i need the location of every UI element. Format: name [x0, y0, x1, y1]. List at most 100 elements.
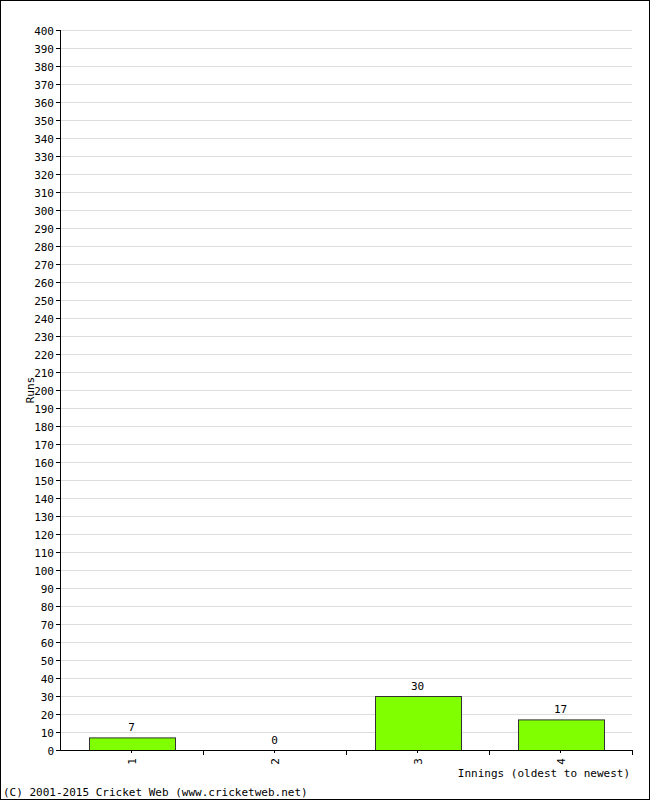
y-tick-label: 220 — [34, 349, 54, 362]
y-tick-label: 10 — [41, 727, 54, 740]
y-tick-label: 360 — [34, 97, 54, 110]
y-tick — [56, 534, 60, 535]
y-tick — [56, 750, 60, 751]
x-tick — [131, 750, 132, 753]
y-tick-label: 50 — [41, 655, 54, 668]
y-tick-label: 100 — [34, 565, 54, 578]
x-tick-label: 2 — [269, 758, 282, 765]
y-tick-label: 310 — [34, 187, 54, 200]
y-tick — [56, 282, 60, 283]
y-tick-label: 120 — [34, 529, 54, 542]
y-tick-label: 190 — [34, 403, 54, 416]
grid-line — [60, 444, 632, 445]
grid-line — [60, 66, 632, 67]
y-tick-label: 320 — [34, 169, 54, 182]
grid-line — [60, 48, 632, 49]
grid-line — [60, 156, 632, 157]
y-tick — [56, 408, 60, 409]
y-tick-label: 340 — [34, 133, 54, 146]
y-tick — [56, 120, 60, 121]
grid-line — [60, 102, 632, 103]
y-tick — [56, 462, 60, 463]
y-tick — [56, 138, 60, 139]
y-tick — [56, 588, 60, 589]
grid-line — [60, 84, 632, 85]
y-tick — [56, 390, 60, 391]
grid-line — [60, 660, 632, 661]
y-tick — [56, 30, 60, 31]
y-tick-label: 0 — [47, 745, 54, 758]
y-tick — [56, 570, 60, 571]
y-tick — [56, 678, 60, 679]
grid-line — [60, 678, 632, 679]
x-tick — [417, 750, 418, 753]
grid-line — [60, 624, 632, 625]
grid-line — [60, 642, 632, 643]
grid-line — [60, 516, 632, 517]
y-tick — [56, 354, 60, 355]
grid-line — [60, 372, 632, 373]
y-tick-label: 230 — [34, 331, 54, 344]
y-tick-label: 20 — [41, 709, 54, 722]
grid-line — [60, 246, 632, 247]
grid-line — [60, 138, 632, 139]
y-tick — [56, 372, 60, 373]
data-label: 0 — [271, 734, 278, 747]
y-tick-label: 290 — [34, 223, 54, 236]
y-tick — [56, 336, 60, 337]
grid-line — [60, 498, 632, 499]
grid-line — [60, 336, 632, 337]
grid-line — [60, 318, 632, 319]
y-tick — [56, 696, 60, 697]
grid-line — [60, 552, 632, 553]
y-tick-label: 260 — [34, 277, 54, 290]
y-tick-label: 30 — [41, 691, 54, 704]
y-tick — [56, 210, 60, 211]
y-tick — [56, 264, 60, 265]
y-tick — [56, 102, 60, 103]
grid-line — [60, 120, 632, 121]
y-tick-label: 250 — [34, 295, 54, 308]
grid-line — [60, 210, 632, 211]
grid-line — [60, 408, 632, 409]
grid-line — [60, 534, 632, 535]
grid-line — [60, 300, 632, 301]
y-tick-label: 160 — [34, 457, 54, 470]
y-tick — [56, 498, 60, 499]
grid-line — [60, 390, 632, 391]
y-axis — [60, 30, 61, 750]
y-tick — [56, 228, 60, 229]
x-tick-label: 3 — [412, 758, 425, 765]
y-tick-label: 150 — [34, 475, 54, 488]
grid-line — [60, 174, 632, 175]
y-tick-label: 60 — [41, 637, 54, 650]
y-tick-label: 40 — [41, 673, 54, 686]
y-tick-label: 330 — [34, 151, 54, 164]
y-tick — [56, 642, 60, 643]
grid-line — [60, 696, 632, 697]
y-tick — [56, 84, 60, 85]
grid-line — [60, 426, 632, 427]
frame — [1, 1, 650, 800]
y-tick — [56, 318, 60, 319]
data-label: 30 — [411, 680, 424, 693]
y-tick — [56, 426, 60, 427]
y-tick — [56, 732, 60, 733]
y-tick-label: 280 — [34, 241, 54, 254]
x-separator — [632, 750, 633, 755]
y-tick-label: 80 — [41, 601, 54, 614]
y-tick — [56, 48, 60, 49]
y-tick-label: 90 — [41, 583, 54, 596]
y-tick — [56, 246, 60, 247]
y-tick-label: 110 — [34, 547, 54, 560]
y-tick-label: 400 — [34, 25, 54, 38]
grid-line — [60, 588, 632, 589]
y-tick — [56, 444, 60, 445]
data-label: 7 — [128, 721, 135, 734]
x-tick — [274, 750, 275, 753]
x-separator — [203, 750, 204, 755]
y-tick-label: 240 — [34, 313, 54, 326]
y-tick — [56, 174, 60, 175]
y-axis-label: Runs — [24, 377, 37, 404]
y-tick-label: 270 — [34, 259, 54, 272]
